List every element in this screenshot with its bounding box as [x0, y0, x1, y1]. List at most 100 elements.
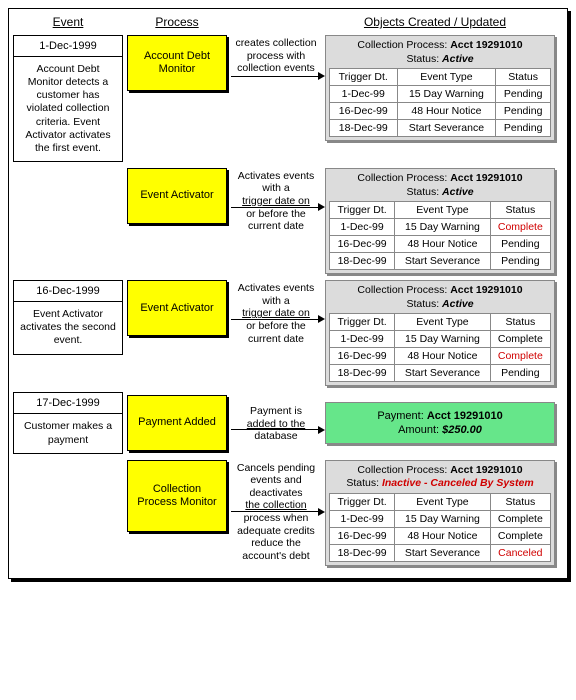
- panel-status-value: Active: [442, 186, 474, 198]
- panel-status-label: Status:: [406, 298, 439, 310]
- table-row: 1-Dec-9915 Day WarningPending: [330, 86, 551, 103]
- arrow-icon: [231, 319, 321, 320]
- event-date: 17-Dec-1999: [14, 393, 122, 414]
- table-header-row: Trigger Dt. Event Type Status: [330, 493, 551, 510]
- flow-row: 17-Dec-1999 Customer makes a payment Pay…: [13, 392, 563, 453]
- flow-row: 16-Dec-1999 Event Activator activates th…: [13, 280, 563, 386]
- panel-acct: Acct 19291010: [450, 284, 522, 296]
- arrow-icon: [231, 76, 321, 77]
- panel-header: Collection Process: Acct 19291010 Status…: [329, 39, 551, 66]
- panel-acct: Acct 19291010: [450, 39, 522, 51]
- diagram-container: Event Process Objects Created / Updated …: [8, 8, 568, 579]
- table-row: 18-Dec-99Start SeverancePending: [330, 365, 551, 382]
- connector-text-top: Payment is: [231, 405, 321, 418]
- process-label: Collection Process Monitor: [132, 483, 222, 509]
- process-box: Account Debt Monitor: [127, 35, 227, 91]
- table-row: 1-Dec-9915 Day WarningComplete: [330, 331, 551, 348]
- process-label: Account Debt Monitor: [132, 50, 222, 76]
- panel-status-label: Status:: [346, 477, 379, 489]
- process-label: Event Activator: [140, 302, 213, 315]
- event-desc: Event Activator activates the second eve…: [14, 302, 122, 353]
- panel-status-label: Status:: [406, 53, 439, 65]
- process-box: Event Activator: [127, 168, 227, 224]
- table-header-row: Trigger Dt. Event Type Status: [330, 314, 551, 331]
- event-table: Trigger Dt. Event Type Status 1-Dec-9915…: [329, 68, 551, 137]
- th-status: Status: [496, 69, 551, 86]
- flow-row: Event Activator Activates events with a …: [13, 168, 563, 274]
- process-box: Payment Added: [127, 395, 227, 451]
- connector-text-top: Cancels pending events and deactivates: [231, 462, 321, 500]
- process-box: Event Activator: [127, 280, 227, 336]
- header-event: Event: [13, 15, 123, 29]
- event-box: 17-Dec-1999 Customer makes a payment: [13, 392, 123, 453]
- panel-title-prefix: Collection Process:: [357, 39, 447, 51]
- panel-acct: Acct 19291010: [450, 464, 522, 476]
- object-panel: Collection Process: Acct 19291010 Status…: [325, 35, 555, 141]
- header-spacer: [231, 15, 321, 29]
- table-header-row: Trigger Dt. Event Type Status: [330, 202, 551, 219]
- connector-text: creates collection process with collecti…: [231, 37, 321, 75]
- table-header-row: Trigger Dt. Event Type Status: [330, 69, 551, 86]
- event-table: Trigger Dt. Event Type Status 1-Dec-9915…: [329, 313, 551, 382]
- event-box: 1-Dec-1999 Account Debt Monitor detects …: [13, 35, 123, 162]
- event-table: Trigger Dt. Event Type Status 1-Dec-9915…: [329, 201, 551, 270]
- column-headers: Event Process Objects Created / Updated: [13, 15, 563, 29]
- table-row: 16-Dec-9948 Hour NoticeComplete: [330, 348, 551, 365]
- object-panel: Collection Process: Acct 19291010 Status…: [325, 460, 555, 566]
- object-panel: Collection Process: Acct 19291010 Status…: [325, 168, 555, 274]
- event-date: 1-Dec-1999: [14, 36, 122, 57]
- table-row: 16-Dec-9948 Hour NoticeComplete: [330, 527, 551, 544]
- object-panel: Collection Process: Acct 19291010 Status…: [325, 280, 555, 386]
- panel-title-prefix: Collection Process:: [357, 172, 447, 184]
- arrow-icon: [231, 207, 321, 208]
- table-row: 1-Dec-9915 Day WarningComplete: [330, 510, 551, 527]
- connector-text-rest: or before the current date: [231, 320, 321, 345]
- event-date: 16-Dec-1999: [14, 281, 122, 302]
- connector: Payment is added to the database: [231, 403, 321, 443]
- connector-text-top: Activates events with a: [231, 282, 321, 307]
- event-box: 16-Dec-1999 Event Activator activates th…: [13, 280, 123, 354]
- connector-text-top: Activates events with a: [231, 170, 321, 195]
- connector-text-rest: process when adequate credits reduce the…: [231, 512, 321, 562]
- table-row: 18-Dec-99Start SeverancePending: [330, 120, 551, 137]
- payment-panel: Payment: Acct 19291010 Amount: $250.00: [325, 402, 555, 445]
- panel-acct: Acct 19291010: [450, 172, 522, 184]
- connector-text-rest: or before the current date: [231, 208, 321, 233]
- table-row: 16-Dec-9948 Hour NoticePending: [330, 103, 551, 120]
- panel-header: Collection Process: Acct 19291010 Status…: [329, 464, 551, 491]
- event-table: Trigger Dt. Event Type Status 1-Dec-9915…: [329, 493, 551, 562]
- connector: Activates events with a trigger date on …: [231, 280, 321, 345]
- panel-status-value: Inactive - Canceled By System: [382, 477, 534, 489]
- panel-status-label: Status:: [406, 186, 439, 198]
- header-objects: Objects Created / Updated: [325, 15, 545, 29]
- event-desc: Customer makes a payment: [14, 414, 122, 452]
- panel-status-value: Active: [442, 298, 474, 310]
- header-process: Process: [127, 15, 227, 29]
- payment-amount: $250.00: [442, 424, 482, 436]
- flow-row: Collection Process Monitor Cancels pendi…: [13, 460, 563, 566]
- payment-amount-label: Amount:: [398, 424, 439, 436]
- connector: Cancels pending events and deactivates t…: [231, 460, 321, 563]
- arrow-icon: [231, 511, 321, 512]
- table-row: 18-Dec-99Start SeveranceCanceled: [330, 544, 551, 561]
- panel-header: Collection Process: Acct 19291010 Status…: [329, 172, 551, 199]
- table-row: 16-Dec-9948 Hour NoticePending: [330, 236, 551, 253]
- connector: creates collection process with collecti…: [231, 35, 321, 77]
- panel-header: Collection Process: Acct 19291010 Status…: [329, 284, 551, 311]
- panel-title-prefix: Collection Process:: [357, 284, 447, 296]
- th-event-type: Event Type: [397, 69, 496, 86]
- panel-status-value: Active: [442, 53, 474, 65]
- payment-label: Payment:: [377, 410, 423, 422]
- process-label: Payment Added: [138, 416, 216, 429]
- table-row: 1-Dec-9915 Day WarningComplete: [330, 219, 551, 236]
- process-label: Event Activator: [140, 189, 213, 202]
- connector: Activates events with a trigger date on …: [231, 168, 321, 233]
- process-box: Collection Process Monitor: [127, 460, 227, 532]
- arrow-icon: [231, 429, 321, 430]
- table-row: 18-Dec-99Start SeverancePending: [330, 253, 551, 270]
- event-desc: Account Debt Monitor detects a customer …: [14, 57, 122, 161]
- th-trigger: Trigger Dt.: [330, 69, 398, 86]
- panel-title-prefix: Collection Process:: [357, 464, 447, 476]
- connector-text-rest: database: [231, 430, 321, 443]
- flow-row: 1-Dec-1999 Account Debt Monitor detects …: [13, 35, 563, 162]
